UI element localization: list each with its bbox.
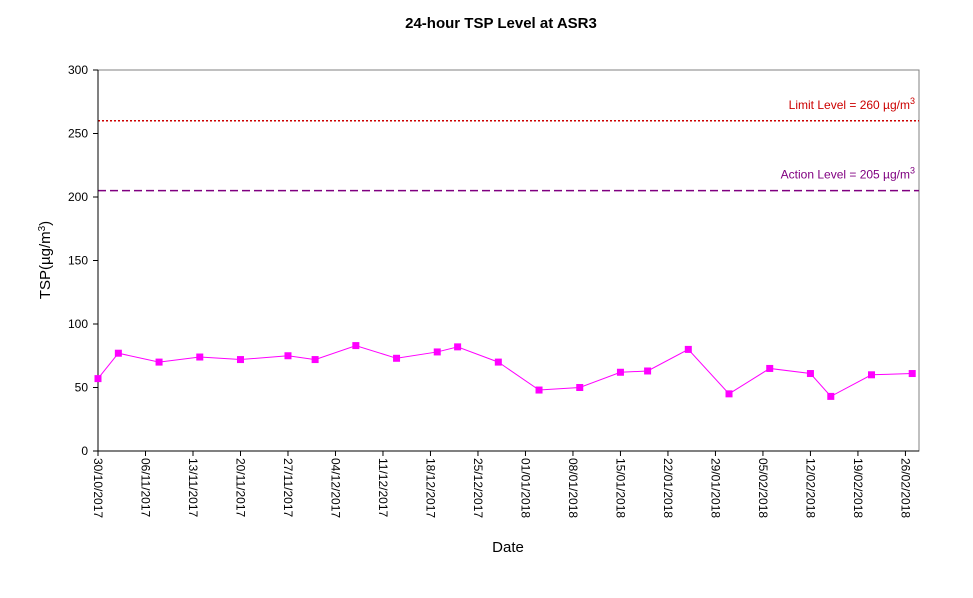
y-tick-label: 150 — [68, 254, 88, 268]
limit-level-label: Limit Level = 260 µg/m3 — [789, 96, 915, 112]
x-tick-label: 29/01/2018 — [708, 458, 722, 518]
x-tick-label: 26/02/2018 — [898, 458, 912, 518]
x-tick-label: 13/11/2017 — [186, 458, 200, 517]
x-tick-label: 27/11/2017 — [281, 458, 295, 517]
data-point-marker — [684, 345, 692, 353]
action-level-label: Action Level = 205 µg/m3 — [781, 166, 915, 182]
y-axis-label: TSP(µg/m3) — [37, 221, 55, 299]
x-axis: 30/10/2017 06/11/2017 13/11/2017 20/11/2017… — [91, 450, 919, 518]
y-axis: 0 50 100 150 200 250 300 — [68, 63, 99, 458]
data-point-marker — [236, 356, 244, 364]
data-point-marker — [196, 353, 204, 361]
x-axis-label: Date — [492, 539, 524, 556]
reference-lines: Limit Level = 260 µg/m3 Action Level = 20… — [98, 96, 919, 192]
data-point-marker — [393, 354, 401, 362]
data-point-marker — [494, 358, 502, 366]
x-tick-label: 01/01/2018 — [518, 458, 532, 518]
plot-area — [97, 69, 920, 452]
x-tick-label: 30/10/2017 — [91, 458, 105, 518]
y-axis-label-sup: 3 — [37, 225, 48, 231]
x-tick-label: 08/01/2018 — [566, 458, 580, 518]
x-tick-label: 05/02/2018 — [756, 458, 770, 518]
y-axis-label-main: TSP(µg/m — [37, 231, 54, 299]
y-tick-label: 100 — [68, 317, 88, 331]
data-point-marker — [155, 358, 163, 366]
y-axis-label-close: ) — [37, 221, 54, 226]
data-point-marker — [535, 386, 543, 394]
y-tick-label: 250 — [68, 127, 88, 141]
data-point-marker — [311, 356, 319, 364]
data-point-marker — [644, 367, 652, 375]
data-point-marker — [766, 364, 774, 372]
plot-border — [97, 69, 920, 452]
chart-title: 24-hour TSP Level at ASR3 — [405, 15, 597, 32]
series-group — [94, 342, 916, 400]
x-tick-label: 25/12/2017 — [471, 458, 485, 518]
data-point-marker — [827, 392, 835, 400]
x-tick-label: 04/12/2017 — [328, 458, 342, 518]
y-tick-label: 300 — [68, 63, 88, 77]
data-point-marker — [616, 368, 624, 376]
data-point-marker — [454, 343, 462, 351]
x-tick-label: 12/02/2018 — [803, 458, 817, 518]
data-point-marker — [284, 352, 292, 360]
x-tick-label: 11/12/2017 — [376, 458, 390, 517]
x-tick-label: 06/11/2017 — [138, 458, 152, 517]
x-tick-label: 15/01/2018 — [613, 458, 627, 518]
data-point-marker — [114, 349, 122, 357]
data-point-marker — [352, 342, 360, 350]
x-tick-label: 22/01/2018 — [661, 458, 675, 518]
x-tick-label: 19/02/2018 — [851, 458, 865, 518]
data-point-marker — [806, 370, 814, 378]
data-point-marker — [725, 390, 733, 398]
y-tick-label: 0 — [81, 444, 88, 458]
data-point-marker — [908, 370, 916, 378]
y-tick-label: 200 — [68, 190, 88, 204]
x-tick-label: 18/12/2017 — [423, 458, 437, 518]
x-tick-label: 20/11/2017 — [233, 458, 247, 517]
data-point-marker — [433, 348, 441, 356]
data-point-marker — [94, 375, 102, 383]
y-tick-label: 50 — [75, 381, 89, 395]
series-line — [97, 345, 913, 398]
data-point-marker — [576, 384, 584, 391]
data-point-marker — [868, 371, 876, 379]
